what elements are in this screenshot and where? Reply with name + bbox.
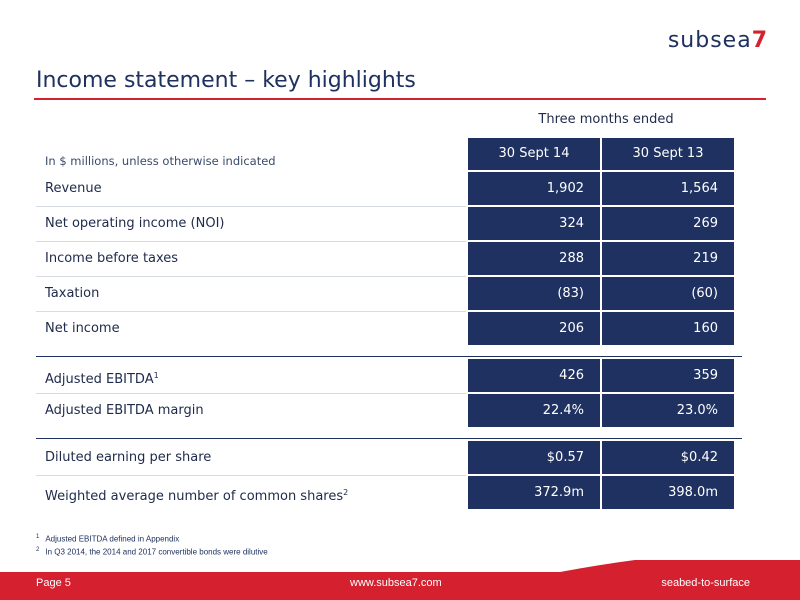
table-cell: 1,902 xyxy=(468,172,600,205)
row-label-adjusted-ebitda-margin: Adjusted EBITDA margin xyxy=(45,403,204,418)
unit-note: In $ millions, unless otherwise indicate… xyxy=(45,154,276,168)
footnote-ref: 1 xyxy=(153,371,159,380)
row-divider xyxy=(36,475,466,476)
table-cell: $0.42 xyxy=(602,441,734,474)
table-cell: (83) xyxy=(468,277,600,310)
column-header-label: 30 Sept 14 xyxy=(498,146,570,161)
footnote-1: 1 Adjusted EBITDA defined in Appendix xyxy=(36,534,180,544)
table-cell: 372.9m xyxy=(468,476,600,509)
column-header-30-sept-14: 30 Sept 14 xyxy=(468,138,600,170)
table-cell: 206 xyxy=(468,312,600,345)
row-label-income-before-taxes: Income before taxes xyxy=(45,251,179,266)
row-label-diluted-eps: Diluted earning per share xyxy=(45,450,212,465)
row-divider xyxy=(36,276,466,277)
table-cell: 288 xyxy=(468,242,600,275)
section-divider xyxy=(36,356,742,357)
row-label-adjusted-ebitda: Adjusted EBITDA1 xyxy=(45,371,159,387)
table-cell: 359 xyxy=(602,359,734,392)
row-label-net-income: Net income xyxy=(45,321,120,336)
table-cell: (60) xyxy=(602,277,734,310)
logo-seven-mark: 7 xyxy=(751,28,768,53)
footer-swoosh xyxy=(0,560,800,600)
table-cell: $0.57 xyxy=(468,441,600,474)
table-cell: 398.0m xyxy=(602,476,734,509)
table-cell: 269 xyxy=(602,207,734,240)
table-cell: 426 xyxy=(468,359,600,392)
table-cell: 22.4% xyxy=(468,394,600,427)
subsea7-logo: subsea7 xyxy=(668,28,768,53)
footer-tagline: seabed-to-surface xyxy=(661,577,750,589)
footnote-2: 2 In Q3 2014, the 2014 and 2017 convertib… xyxy=(36,546,268,557)
footnote-ref: 2 xyxy=(343,488,349,497)
column-header-label: 30 Sept 13 xyxy=(632,146,704,161)
period-header: Three months ended xyxy=(538,112,674,127)
footer-bar: Page 5 www.subsea7.com seabed-to-surface xyxy=(0,560,800,600)
footer-url-link[interactable]: www.subsea7.com xyxy=(350,577,442,589)
logo-wordmark: subsea xyxy=(667,28,752,53)
table-cell: 1,564 xyxy=(602,172,734,205)
table-cell: 23.0% xyxy=(602,394,734,427)
row-divider xyxy=(36,393,466,394)
column-header-30-sept-13: 30 Sept 13 xyxy=(602,138,734,170)
row-label-noi: Net operating income (NOI) xyxy=(45,216,225,231)
row-divider xyxy=(36,206,466,207)
row-label-taxation: Taxation xyxy=(45,286,100,301)
page-number: Page 5 xyxy=(36,577,71,589)
row-divider xyxy=(36,311,466,312)
page-title: Income statement – key highlights xyxy=(36,68,416,93)
table-cell: 324 xyxy=(468,207,600,240)
row-label-revenue: Revenue xyxy=(45,181,102,196)
title-divider xyxy=(34,98,766,100)
row-divider xyxy=(36,241,466,242)
row-label-weighted-average-shares: Weighted average number of common shares… xyxy=(45,488,349,504)
table-cell: 160 xyxy=(602,312,734,345)
table-cell: 219 xyxy=(602,242,734,275)
section-divider xyxy=(36,438,742,439)
footnotes: 1 Adjusted EBITDA defined in Appendix 2 In… xyxy=(36,532,268,557)
